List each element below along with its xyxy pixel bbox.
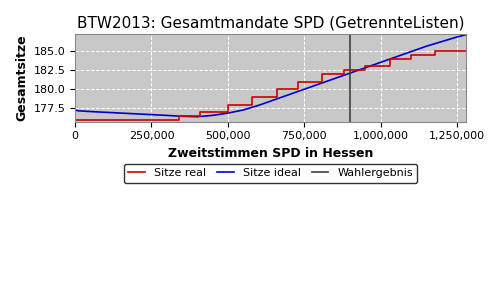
Legend: Sitze real, Sitze ideal, Wahlergebnis: Sitze real, Sitze ideal, Wahlergebnis	[124, 164, 418, 183]
Sitze real	[322, 72, 328, 76]
X-axis label: Zweitstimmen SPD in Hessen: Zweitstimmen SPD in Hessen	[168, 147, 374, 160]
Sitze real	[225, 103, 231, 106]
Sitze ideal	[347, 71, 353, 75]
Sitze ideal	[210, 114, 216, 117]
Sitze ideal	[75, 109, 81, 112]
Sitze real	[250, 95, 256, 99]
Sitze real	[182, 114, 188, 118]
Sitze ideal	[378, 61, 384, 64]
Line: Sitze real: Sitze real	[75, 51, 466, 120]
Sitze ideal	[188, 115, 194, 118]
Sitze real	[198, 110, 203, 114]
Sitze ideal	[176, 114, 182, 118]
Sitze ideal	[164, 114, 170, 117]
Sitze real	[276, 88, 282, 91]
Sitze real	[176, 114, 182, 118]
Sitze ideal	[454, 35, 460, 39]
Sitze ideal	[316, 82, 322, 86]
Sitze ideal	[170, 114, 176, 118]
Sitze ideal	[393, 55, 399, 59]
Sitze ideal	[362, 66, 368, 70]
Sitze real	[298, 80, 304, 83]
Sitze ideal	[88, 110, 94, 113]
Sitze ideal	[72, 108, 78, 112]
Sitze real	[200, 110, 206, 114]
Sitze real	[341, 68, 347, 72]
Sitze ideal	[194, 115, 200, 119]
Sitze ideal	[225, 111, 231, 115]
Sitze ideal	[270, 98, 276, 102]
Sitze real	[344, 68, 350, 72]
Sitze real	[390, 57, 396, 60]
Sitze ideal	[182, 115, 188, 118]
Sitze ideal	[240, 108, 246, 112]
Sitze real	[366, 64, 372, 68]
Sitze ideal	[438, 40, 444, 44]
Sitze ideal	[286, 93, 292, 96]
Title: BTW2013: Gesamtmandate SPD (GetrennteListen): BTW2013: Gesamtmandate SPD (GetrennteLis…	[77, 15, 464, 30]
Line: Sitze ideal: Sitze ideal	[75, 35, 466, 117]
Sitze ideal	[118, 111, 124, 115]
Sitze real	[252, 95, 258, 99]
Sitze ideal	[332, 77, 338, 80]
Sitze real	[386, 57, 392, 60]
Sitze real	[463, 49, 469, 52]
Sitze ideal	[256, 103, 262, 107]
Sitze real	[362, 64, 368, 68]
Sitze real	[320, 72, 326, 76]
Sitze ideal	[463, 33, 469, 37]
Sitze ideal	[148, 113, 154, 116]
Sitze real	[170, 118, 176, 122]
Sitze real	[72, 118, 78, 122]
Sitze real	[411, 53, 417, 56]
Sitze real	[432, 49, 438, 52]
Sitze ideal	[301, 88, 307, 91]
Sitze ideal	[424, 44, 430, 48]
Sitze real	[408, 53, 414, 56]
Sitze real	[295, 80, 301, 83]
Sitze real	[274, 88, 280, 91]
Sitze real	[228, 103, 234, 106]
Sitze ideal	[133, 112, 139, 116]
Sitze ideal	[102, 110, 108, 114]
Y-axis label: Gesamtsitze: Gesamtsitze	[15, 34, 28, 121]
Sitze ideal	[408, 50, 414, 53]
